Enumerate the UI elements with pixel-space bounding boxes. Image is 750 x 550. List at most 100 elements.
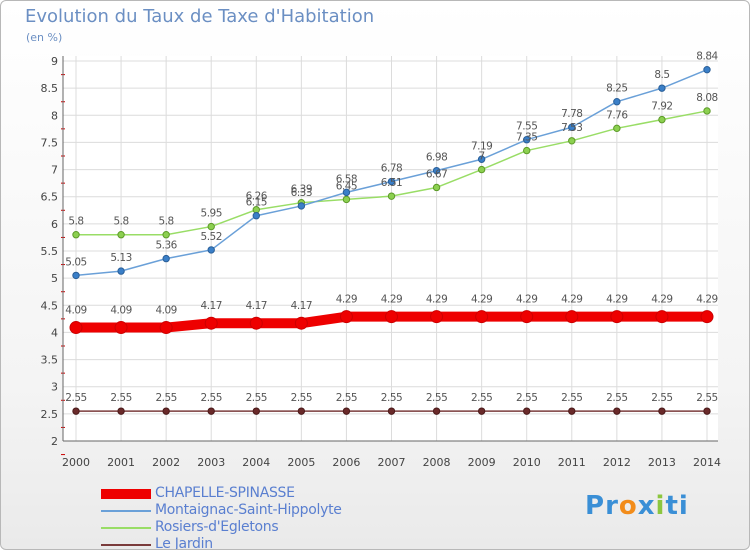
- data-label-chapelle-spinasse: 4.29: [471, 294, 492, 306]
- data-label-chapelle-spinasse: 4.29: [426, 294, 447, 306]
- data-label-le-jardin: 2.55: [201, 392, 222, 404]
- data-label-montaignac: 5.05: [65, 256, 86, 268]
- data-point-chapelle-spinasse: [610, 310, 624, 324]
- y-tick-label: 9: [51, 55, 58, 68]
- x-tick-label: 2000: [62, 456, 90, 469]
- data-point-le-jardin: [613, 407, 621, 415]
- y-tick-label: 7: [51, 164, 58, 177]
- data-point-montaignac: [297, 202, 306, 210]
- data-point-chapelle-spinasse: [204, 316, 218, 330]
- data-point-chapelle-spinasse: [249, 316, 263, 330]
- y-tick-label: 7.5: [41, 136, 59, 149]
- data-point-montaignac: [658, 84, 666, 92]
- data-point-le-jardin: [387, 407, 396, 415]
- data-point-rosiers: [613, 124, 621, 133]
- data-label-chapelle-spinasse: 4.29: [336, 294, 357, 306]
- data-point-le-jardin: [523, 407, 531, 415]
- data-label-montaignac: 6.58: [336, 173, 357, 185]
- data-label-rosiers: 7.35: [516, 132, 537, 144]
- data-label-rosiers: 5.8: [113, 216, 128, 228]
- data-point-chapelle-spinasse: [700, 310, 714, 324]
- data-point-montaignac: [432, 166, 441, 175]
- logo-letter: r: [605, 491, 619, 521]
- data-label-montaignac: 8.5: [654, 69, 669, 81]
- x-tick-label: 2003: [197, 456, 225, 469]
- data-label-rosiers: 7.76: [606, 109, 628, 121]
- data-label-montaignac: 6.15: [246, 197, 267, 209]
- data-label-montaignac: 5.36: [155, 240, 177, 252]
- legend-label-le-jardin: Le Jardin: [155, 536, 213, 550]
- y-tick-label: 4.5: [41, 299, 59, 312]
- y-tick-label: 5: [51, 272, 58, 285]
- data-point-chapelle-spinasse: [69, 321, 83, 335]
- data-label-chapelle-spinasse: 4.29: [561, 294, 582, 306]
- data-label-rosiers: 7.53: [561, 122, 582, 134]
- logo-letter: x: [637, 491, 656, 521]
- legend-swatch-rosiers: [101, 527, 151, 529]
- data-point-le-jardin: [658, 407, 666, 415]
- legend-label-rosiers: Rosiers-d'Egletons: [155, 519, 279, 535]
- data-label-le-jardin: 2.55: [426, 392, 447, 404]
- data-point-montaignac: [117, 267, 125, 275]
- data-point-le-jardin: [297, 407, 306, 415]
- data-point-montaignac: [523, 136, 531, 144]
- data-label-rosiers: 6.39: [291, 184, 312, 196]
- data-point-chapelle-spinasse: [655, 310, 669, 324]
- data-point-rosiers: [387, 192, 396, 200]
- data-point-le-jardin: [342, 407, 351, 415]
- x-tick-label: 2004: [242, 456, 270, 469]
- data-label-chapelle-spinasse: 4.29: [651, 294, 672, 306]
- data-point-le-jardin: [477, 407, 486, 415]
- x-tick-label: 2014: [693, 456, 721, 469]
- data-point-montaignac: [568, 123, 576, 131]
- data-point-rosiers: [658, 115, 666, 124]
- data-label-rosiers: 7: [479, 151, 485, 163]
- data-label-chapelle-spinasse: 4.29: [381, 294, 402, 306]
- data-point-chapelle-spinasse: [114, 321, 128, 335]
- data-label-le-jardin: 2.55: [561, 392, 582, 404]
- x-tick-label: 2010: [513, 456, 541, 469]
- data-label-chapelle-spinasse: 4.17: [246, 300, 267, 312]
- data-label-le-jardin: 2.55: [65, 392, 86, 404]
- data-label-montaignac: 6.78: [381, 163, 402, 175]
- x-tick-label: 2001: [107, 456, 135, 469]
- x-tick-label: 2013: [648, 456, 676, 469]
- data-label-le-jardin: 2.55: [651, 392, 672, 404]
- data-label-le-jardin: 2.55: [155, 392, 176, 404]
- data-point-montaignac: [477, 155, 486, 163]
- data-label-rosiers: 5.8: [159, 216, 174, 228]
- data-point-chapelle-spinasse: [294, 316, 308, 330]
- data-point-montaignac: [162, 254, 170, 263]
- data-label-rosiers: 6.51: [381, 177, 402, 189]
- data-label-chapelle-spinasse: 4.17: [201, 300, 222, 312]
- y-tick-label: 2.5: [41, 408, 59, 421]
- y-tick-label: 2: [51, 435, 58, 448]
- x-tick-label: 2007: [378, 456, 406, 469]
- data-label-montaignac: 6.98: [426, 152, 447, 164]
- data-point-le-jardin: [207, 407, 215, 415]
- y-tick-label: 6.5: [41, 191, 59, 204]
- data-label-rosiers: 5.95: [201, 208, 222, 220]
- legend-label-montaignac: Montaignac-Saint-Hippolyte: [155, 502, 342, 518]
- data-label-rosiers: 6.26: [246, 191, 268, 203]
- data-label-chapelle-spinasse: 4.09: [110, 305, 131, 317]
- data-point-le-jardin: [703, 407, 711, 415]
- logo-letter: P: [585, 491, 606, 521]
- data-point-chapelle-spinasse: [520, 310, 534, 324]
- data-label-chapelle-spinasse: 4.29: [696, 294, 717, 306]
- data-point-rosiers: [117, 231, 125, 239]
- data-point-chapelle-spinasse: [430, 310, 444, 324]
- data-point-le-jardin: [252, 407, 260, 415]
- x-tick-label: 2008: [423, 456, 451, 469]
- proxiti-logo: Proxiti: [585, 491, 689, 521]
- data-label-montaignac: 7.78: [561, 108, 582, 120]
- data-point-montaignac: [342, 188, 351, 197]
- data-point-rosiers: [72, 231, 80, 239]
- data-label-chapelle-spinasse: 4.09: [65, 305, 86, 317]
- data-label-montaignac: 5.13: [110, 252, 131, 264]
- data-point-montaignac: [703, 65, 711, 74]
- data-point-le-jardin: [117, 407, 125, 415]
- data-point-montaignac: [387, 177, 396, 186]
- data-point-rosiers: [207, 222, 215, 231]
- chart-title: Evolution du Taux de Taxe d'Habitation: [25, 6, 375, 27]
